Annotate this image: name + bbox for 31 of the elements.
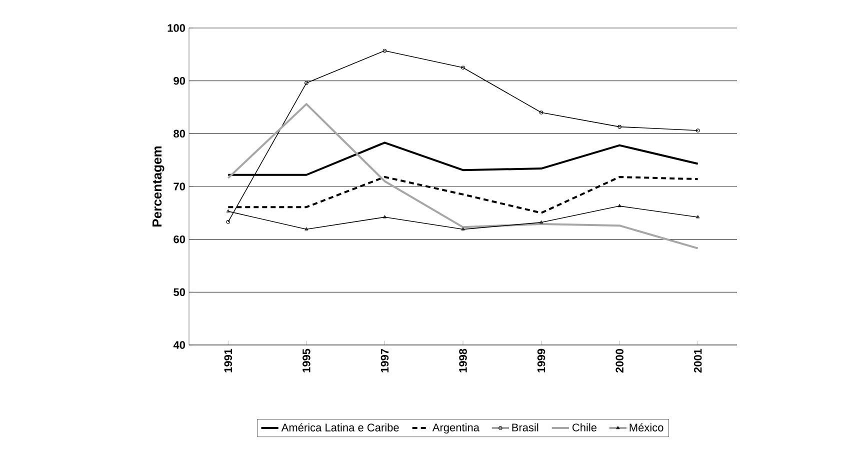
point [618,204,622,208]
point [539,110,544,114]
point [461,227,465,230]
x-tick-label: 1991 [224,348,232,372]
y-axis-title: Percentagem [152,146,164,226]
point [540,220,543,224]
x-tick-label: 2000 [616,348,624,373]
legend-label: América Latina e Caribe [281,423,399,432]
legend-label: Argentina [432,423,480,434]
x-tick-label: 1999 [537,348,546,372]
x-tick-label: 1998 [459,348,467,372]
line-series [227,103,699,250]
point [461,66,465,70]
y-tick-label: 80 [174,130,186,138]
x-tick-label: 1995 [302,348,310,372]
legend-label: México [630,423,664,432]
y-tick-label: 60 [174,235,186,244]
x-tick-label: 2001 [694,348,702,373]
point [618,124,622,129]
point [383,215,386,218]
y-tick-label: 90 [174,76,186,85]
legend-label: Brasil [512,423,538,432]
y-tick-label: 40 [173,341,186,349]
point [304,81,308,85]
y-tick-label: 70 [174,182,186,190]
y-tick-label: 50 [174,288,186,296]
legend-label: Chile [572,423,597,432]
point [304,227,308,230]
point [382,48,387,53]
x-tick-label: 1997 [380,349,389,372]
y-tick-label: 100 [168,24,186,32]
